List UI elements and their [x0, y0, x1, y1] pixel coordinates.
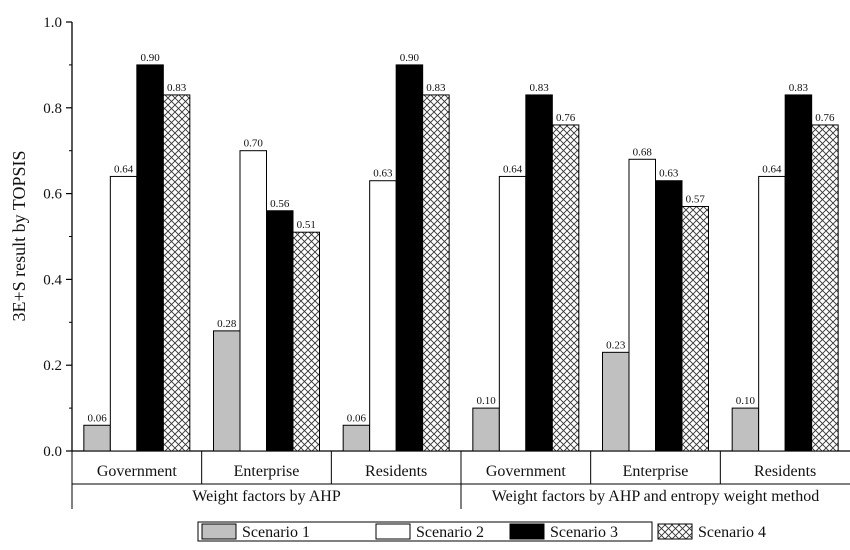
data-label: 0.28	[217, 318, 237, 330]
bar	[342, 424, 371, 452]
bar	[369, 180, 397, 452]
bar	[422, 94, 450, 452]
data-label: 0.10	[476, 395, 496, 407]
axes: 0.0 0.2 0.4 0.6 0.8 1.0 Government Enterprise Re…	[43, 15, 850, 509]
group-label: Weight factors by AHP	[192, 488, 341, 505]
bars	[83, 64, 839, 452]
legend-swatch	[375, 523, 411, 540]
bar	[758, 175, 786, 452]
data-label: 0.57	[686, 193, 706, 205]
bar	[525, 94, 553, 452]
bar	[811, 124, 839, 452]
legend-swatch	[201, 523, 237, 540]
data-label: 0.64	[114, 163, 134, 175]
bar	[472, 407, 500, 452]
bar	[784, 94, 813, 452]
y-tick-label: 1.0	[43, 15, 62, 31]
bar	[551, 124, 580, 452]
legend-label: Scenario 1	[242, 524, 310, 541]
bar	[602, 351, 630, 452]
bar	[731, 407, 760, 452]
data-label: 0.64	[762, 163, 782, 175]
data-label: 0.06	[347, 412, 367, 424]
bar	[655, 180, 683, 452]
data-label: 0.76	[556, 112, 576, 124]
legend-label: Scenario 4	[698, 524, 766, 541]
y-tick-label: 0.4	[43, 272, 62, 288]
y-tick-label: 0.0	[43, 444, 62, 460]
legend-swatch	[509, 523, 545, 540]
bar	[83, 424, 111, 452]
x-category-label: Enterprise	[234, 463, 300, 480]
bar	[136, 64, 164, 452]
bar	[395, 64, 424, 452]
bar	[239, 150, 267, 452]
bar	[109, 175, 138, 452]
y-tick-label: 0.6	[43, 187, 62, 203]
bar	[162, 94, 191, 452]
data-label: 0.10	[736, 395, 756, 407]
data-label: 0.68	[633, 146, 653, 158]
data-label: 0.63	[659, 168, 679, 180]
legend-label: Scenario 2	[416, 524, 484, 541]
x-category-label: Residents	[365, 463, 427, 480]
data-label: 0.90	[400, 52, 420, 64]
data-label: 0.83	[529, 82, 549, 94]
data-label: 0.76	[815, 112, 835, 124]
bar	[266, 210, 294, 452]
data-label: 0.90	[140, 52, 160, 64]
bar	[681, 205, 709, 452]
data-labels: 0.06 0.64 0.90 0.83 0.28 0.70 0.56 0.51 0.06 0.63…	[87, 52, 835, 424]
legend-swatch	[657, 523, 693, 540]
bar	[628, 158, 656, 452]
x-category-label: Enterprise	[623, 463, 689, 480]
y-tick-label: 0.8	[43, 101, 62, 117]
data-label: 0.51	[297, 219, 316, 231]
data-label: 0.63	[373, 168, 393, 180]
x-category-label: Government	[97, 463, 178, 480]
data-label: 0.83	[789, 82, 809, 94]
data-label: 0.64	[503, 163, 523, 175]
y-tick-label: 0.2	[43, 358, 62, 374]
y-axis-label: 3E+S result by TOPSIS	[9, 150, 29, 321]
data-label: 0.83	[426, 82, 446, 94]
legend: Scenario 1 Scenario 2 Scenario 3 Scenario 4	[197, 521, 766, 542]
x-category-label: Government	[486, 463, 567, 480]
legend-label: Scenario 3	[550, 524, 618, 541]
x-category-label: Residents	[754, 463, 816, 480]
group-label: Weight factors by AHP and entropy weight…	[492, 488, 819, 505]
bar	[213, 330, 241, 452]
data-label: 0.06	[87, 412, 107, 424]
data-label: 0.23	[606, 339, 626, 351]
data-label: 0.70	[244, 138, 264, 150]
bar	[498, 175, 527, 452]
bar	[292, 231, 320, 452]
data-label: 0.56	[270, 198, 290, 210]
data-label: 0.83	[167, 82, 187, 94]
